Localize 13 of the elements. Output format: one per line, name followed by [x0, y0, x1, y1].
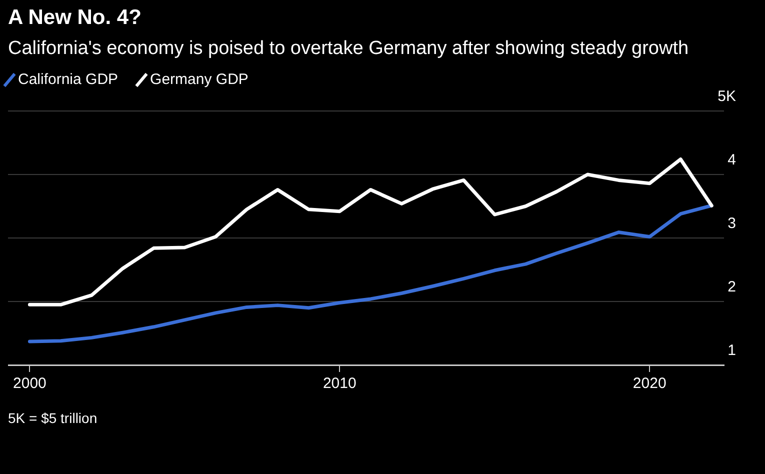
legend-label: California GDP — [18, 71, 118, 88]
text: 5K = $5 trillion — [8, 410, 98, 426]
x-tick-label: 2020 — [632, 375, 666, 392]
y-tick-label: 4 — [728, 152, 736, 169]
y-tick-label: 2 — [728, 278, 736, 296]
x-tick-label: 2000 — [13, 375, 46, 392]
y-tick-label: 1 — [728, 342, 736, 360]
y-tick-label: 3 — [728, 215, 736, 232]
x-tick-label: 2010 — [322, 375, 356, 392]
chart-subtitle: California's economy is poised to overtake Germany after showing steady growth — [8, 37, 690, 61]
legend-label: Germany GDP — [150, 71, 248, 88]
chart-title: A New No. 4? — [8, 5, 142, 30]
y-tick-label: 5K — [718, 88, 736, 106]
